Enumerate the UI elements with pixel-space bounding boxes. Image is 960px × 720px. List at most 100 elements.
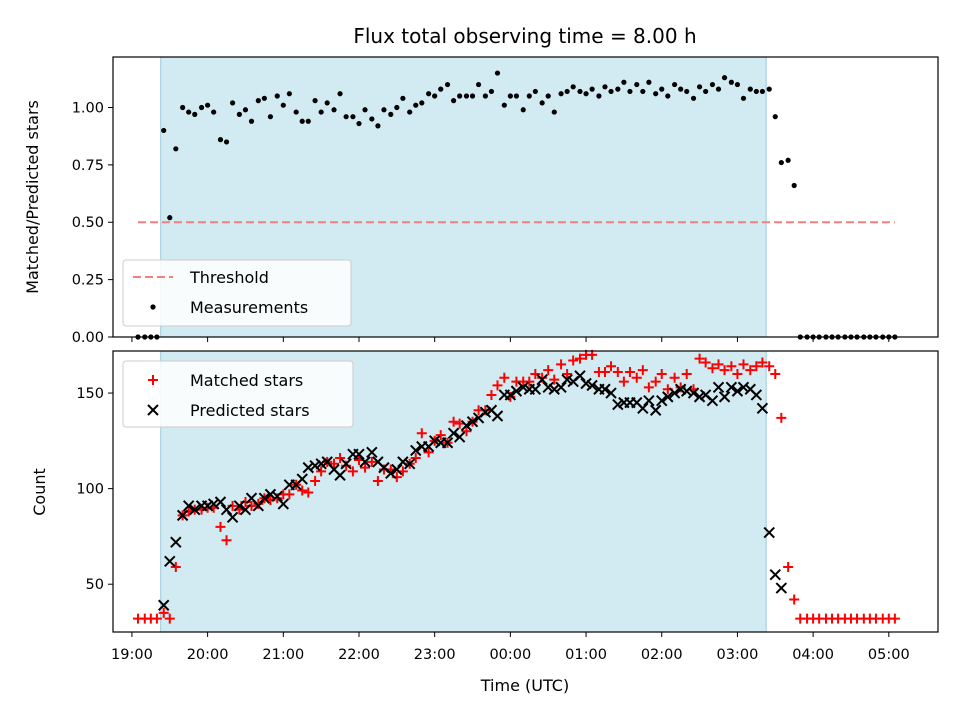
- predicted-star-point: [605, 387, 617, 399]
- predicted-star-point: [718, 391, 731, 403]
- matched-star-point: [435, 430, 446, 441]
- measurement-point: [457, 93, 463, 99]
- measurement-point: [293, 109, 299, 115]
- predicted-star-point: [466, 416, 479, 428]
- ratio-y-tick-label: 0.25: [72, 273, 104, 289]
- count-panel: 50 100 150 19:00 20:00 21:00 22:00 23:00 00:00 01…: [76, 349, 939, 663]
- predicted-star-point: [271, 490, 283, 502]
- measurement-point: [558, 91, 564, 97]
- x-tick-label: 03:00: [717, 647, 759, 663]
- predicted-star-point: [252, 500, 265, 512]
- measurement-point: [501, 102, 507, 108]
- x-tick-label: 00:00: [489, 647, 531, 663]
- chart-title: Flux total observing time = 8.00 h: [353, 24, 696, 48]
- predicted-star-point: [403, 458, 416, 470]
- measurement-point: [690, 95, 697, 101]
- predicted-star-point: [460, 419, 473, 432]
- matched-star-point: [221, 535, 232, 546]
- matched-star-point: [543, 365, 554, 376]
- measurement-point: [267, 114, 274, 120]
- measurement-point: [369, 116, 375, 122]
- ratio-legend: Threshold Measurements: [122, 259, 352, 327]
- measurement-point: [721, 75, 728, 81]
- measurement-point: [463, 93, 470, 99]
- measurement-point: [747, 86, 753, 92]
- measurement-point: [350, 114, 356, 120]
- x-tick-label: 22:00: [338, 647, 380, 663]
- x-tick-label: 21:00: [262, 647, 304, 663]
- measurement-point: [602, 84, 608, 90]
- ratio-axes-frame: [112, 56, 939, 338]
- measurement-point: [621, 79, 627, 85]
- matched-star-point: [556, 359, 567, 370]
- matched-star-point: [650, 376, 661, 387]
- measurement-point: [753, 88, 759, 95]
- matched-star-point: [486, 389, 497, 400]
- matched-star-point: [643, 382, 654, 393]
- predicted-star-point: [164, 555, 176, 567]
- x-tick-label: 19:00: [111, 647, 153, 663]
- measurement-point: [684, 88, 690, 95]
- predicted-star-point: [725, 381, 738, 394]
- predicted-star-point: [529, 383, 542, 395]
- predicted-star-point: [239, 503, 252, 516]
- measurement-point: [413, 102, 419, 108]
- predicted-star-point: [207, 498, 220, 510]
- count-y-tick-label: 100: [76, 482, 104, 498]
- measurement-point: [211, 109, 217, 115]
- measurement-point: [627, 88, 633, 95]
- measurement-point: [653, 91, 659, 97]
- x-tick-label: 20:00: [187, 647, 229, 663]
- x-tick-label: 23:00: [414, 647, 456, 663]
- predicted-star-point: [763, 526, 775, 539]
- measurement-point: [242, 107, 249, 113]
- matched-star-point: [530, 368, 541, 379]
- matched-star-point: [341, 460, 352, 471]
- matched-star-point: [694, 353, 705, 364]
- legend-matched-swatch: [148, 375, 158, 385]
- measurement-point: [608, 88, 614, 95]
- measurement-point: [217, 137, 224, 143]
- predicted-star-point: [220, 503, 233, 516]
- matched-star-point: [170, 562, 181, 573]
- matched-star-point: [719, 365, 730, 376]
- predicted-star-point: [391, 463, 403, 476]
- matched-star-point: [599, 367, 610, 378]
- predicted-star-point: [385, 467, 397, 480]
- predicted-star-point: [504, 389, 517, 401]
- predicted-star-point: [233, 500, 246, 512]
- matched-star-point: [789, 594, 800, 605]
- measurement-point: [482, 93, 488, 99]
- predicted-star-point: [158, 599, 170, 611]
- matched-star-point: [454, 418, 465, 429]
- measurement-point: [577, 88, 583, 95]
- measurement-point: [432, 93, 438, 99]
- predicted-star-point: [706, 394, 719, 407]
- matched-star-point: [562, 368, 573, 379]
- matched-star-point: [492, 380, 503, 391]
- measurement-point: [596, 93, 602, 99]
- ratio-y-tick-label: 0.00: [72, 330, 104, 346]
- predicted-star-point: [656, 394, 668, 407]
- predicted-star-point: [410, 444, 422, 457]
- measurement-point: [337, 91, 343, 97]
- measurement-point: [526, 93, 532, 99]
- matched-star-point: [303, 487, 314, 498]
- matched-star-point: [656, 368, 667, 379]
- legend-threshold-label: Threshold: [189, 268, 269, 287]
- ratio-y-axis-label: Matched/Predicted stars: [23, 100, 42, 294]
- measurement-point: [192, 111, 198, 117]
- matched-star-point: [745, 365, 756, 376]
- legend-predicted-swatch: [147, 404, 159, 416]
- count-y-tick-label: 150: [76, 386, 104, 402]
- matched-star-point: [461, 426, 472, 437]
- predicted-star-point: [340, 458, 352, 470]
- matched-star-point: [751, 361, 762, 372]
- predicted-star-point: [334, 469, 346, 481]
- matched-star-point: [329, 458, 340, 469]
- matched-star-point: [612, 367, 623, 378]
- measurement-point: [772, 114, 778, 120]
- predicted-star-point: [264, 488, 277, 501]
- predicted-star-point: [182, 500, 195, 512]
- x-tick-label: 04:00: [792, 647, 834, 663]
